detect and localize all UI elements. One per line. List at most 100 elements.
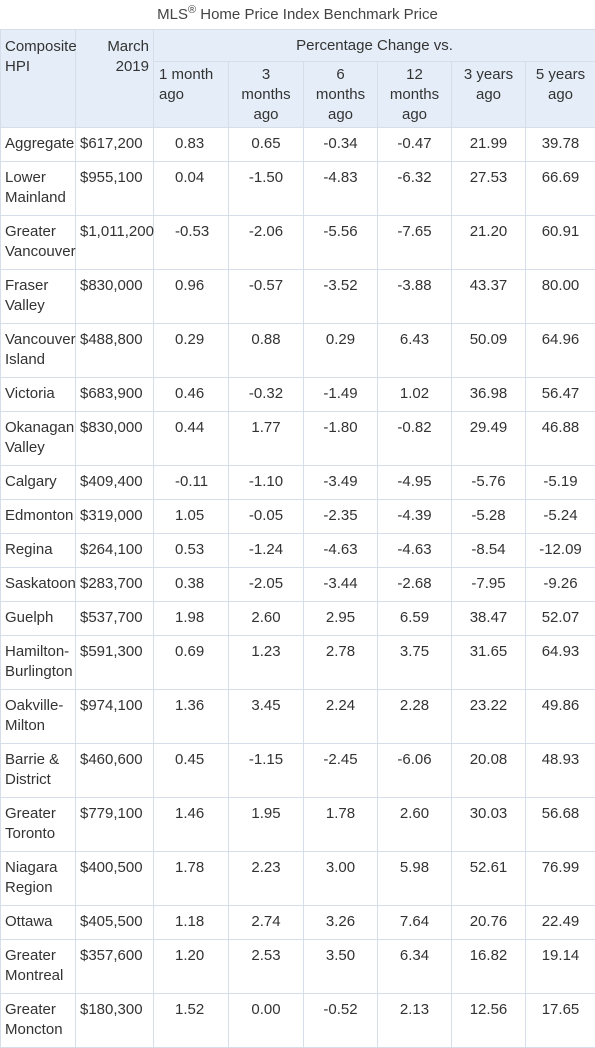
pct-change-m12-cell: -6.06 <box>378 744 452 798</box>
pct-change-y3-cell: -8.54 <box>452 534 526 568</box>
region-name: Greater Vancouver <box>5 223 76 260</box>
pct-change-y3-cell: 23.22 <box>452 690 526 744</box>
pct-change-m6-cell: -5.56 <box>304 216 378 270</box>
pct-change-m12-cell: -3.88 <box>378 270 452 324</box>
region-cell: Regina <box>1 534 76 568</box>
pct-change-m12-cell: 1.02 <box>378 378 452 412</box>
pct-change-m12-cell: 2.28 <box>378 690 452 744</box>
pct-change-m6-cell: 2.78 <box>304 636 378 690</box>
pct-change-m6-cell: -3.52 <box>304 270 378 324</box>
pct-change-m1-cell: 1.05 <box>154 500 229 534</box>
region-name: Saskatoon <box>5 575 76 592</box>
header-3-months: 3 months ago <box>229 62 304 128</box>
region-name: Fraser Valley <box>5 277 48 314</box>
pct-change-m12-cell: 3.75 <box>378 636 452 690</box>
benchmark-price-cell: $974,100 <box>76 690 154 744</box>
pct-change-m3-cell: -1.50 <box>229 162 304 216</box>
pct-change-m6-cell: 2.95 <box>304 602 378 636</box>
hpi-table: Composite HPI March 2019 Percentage Chan… <box>0 29 595 1048</box>
region-name: Lower Mainland <box>5 169 66 206</box>
benchmark-price-cell: $1,011,200 <box>76 216 154 270</box>
region-name: Aggregate <box>5 135 74 152</box>
region-cell: Greater Moncton <box>1 994 76 1048</box>
pct-change-m3-cell: -1.24 <box>229 534 304 568</box>
header-percentage-change: Percentage Change vs. <box>154 30 595 62</box>
benchmark-price-cell: $683,900 <box>76 378 154 412</box>
pct-change-m3-cell: -0.57 <box>229 270 304 324</box>
region-name: Hamilton-Burlington <box>5 643 73 680</box>
benchmark-price-cell: $283,700 <box>76 568 154 602</box>
region-cell: Greater Toronto <box>1 798 76 852</box>
pct-change-m6-cell: -0.34 <box>304 128 378 162</box>
pct-change-m3-cell: 2.74 <box>229 906 304 940</box>
region-name: Edmonton <box>5 507 73 524</box>
benchmark-price-cell: $409,400 <box>76 466 154 500</box>
pct-change-y5-cell: 52.07 <box>526 602 595 636</box>
pct-change-m12-cell: -7.65 <box>378 216 452 270</box>
pct-change-y5-cell: 56.47 <box>526 378 595 412</box>
registered-mark: ® <box>188 4 196 16</box>
pct-change-y3-cell: 43.37 <box>452 270 526 324</box>
pct-change-m3-cell: 0.88 <box>229 324 304 378</box>
pct-change-m6-cell: 0.29 <box>304 324 378 378</box>
pct-change-m12-cell: -6.32 <box>378 162 452 216</box>
pct-change-m6-cell: -0.52 <box>304 994 378 1048</box>
pct-change-m6-cell: -2.45 <box>304 744 378 798</box>
pct-change-m1-cell: 1.52 <box>154 994 229 1048</box>
pct-change-m6-cell: -3.44 <box>304 568 378 602</box>
pct-change-m3-cell: -0.05 <box>229 500 304 534</box>
pct-change-y5-cell: -5.19 <box>526 466 595 500</box>
region-name: Okanagan Valley <box>5 419 74 456</box>
pct-change-m12-cell: 6.43 <box>378 324 452 378</box>
pct-change-m1-cell: 1.98 <box>154 602 229 636</box>
region-name: Vancouver Island <box>5 331 76 368</box>
pct-change-y3-cell: 20.76 <box>452 906 526 940</box>
pct-change-m1-cell: 1.20 <box>154 940 229 994</box>
pct-change-m3-cell: -1.10 <box>229 466 304 500</box>
benchmark-price-cell: $488,800 <box>76 324 154 378</box>
pct-change-m6-cell: 3.50 <box>304 940 378 994</box>
region-cell: Vancouver Island <box>1 324 76 378</box>
pct-change-y3-cell: 52.61 <box>452 852 526 906</box>
pct-change-m3-cell: -1.15 <box>229 744 304 798</box>
pct-change-m1-cell: 0.29 <box>154 324 229 378</box>
benchmark-price-cell: $779,100 <box>76 798 154 852</box>
region-cell: Hamilton-Burlington <box>1 636 76 690</box>
pct-change-y3-cell: -5.76 <box>452 466 526 500</box>
region-cell: Okanagan Valley <box>1 412 76 466</box>
benchmark-price-cell: $617,200 <box>76 128 154 162</box>
region-cell: Oakville-Milton <box>1 690 76 744</box>
header-6-months: 6 months ago <box>304 62 378 128</box>
pct-change-y3-cell: 12.56 <box>452 994 526 1048</box>
region-name: Greater Moncton <box>5 1001 63 1038</box>
pct-change-y5-cell: 46.88 <box>526 412 595 466</box>
pct-change-y5-cell: 17.65 <box>526 994 595 1048</box>
region-cell: Aggregate <box>1 128 76 162</box>
benchmark-price-cell: $357,600 <box>76 940 154 994</box>
pct-change-m3-cell: 1.77 <box>229 412 304 466</box>
pct-change-m3-cell: 2.60 <box>229 602 304 636</box>
pct-change-m1-cell: 0.45 <box>154 744 229 798</box>
benchmark-price-cell: $400,500 <box>76 852 154 906</box>
region-cell: Guelph <box>1 602 76 636</box>
pct-change-y3-cell: -7.95 <box>452 568 526 602</box>
pct-change-m3-cell: -2.06 <box>229 216 304 270</box>
pct-change-y5-cell: 76.99 <box>526 852 595 906</box>
benchmark-price-cell: $319,000 <box>76 500 154 534</box>
pct-change-m12-cell: 2.60 <box>378 798 452 852</box>
pct-change-y5-cell: 39.78 <box>526 128 595 162</box>
pct-change-m6-cell: -2.35 <box>304 500 378 534</box>
region-cell: Saskatoon <box>1 568 76 602</box>
region-cell: Lower Mainland <box>1 162 76 216</box>
table-row: Greater Vancouver$1,011,200-0.53-2.06-5.… <box>1 216 595 270</box>
benchmark-price-cell: $955,100 <box>76 162 154 216</box>
